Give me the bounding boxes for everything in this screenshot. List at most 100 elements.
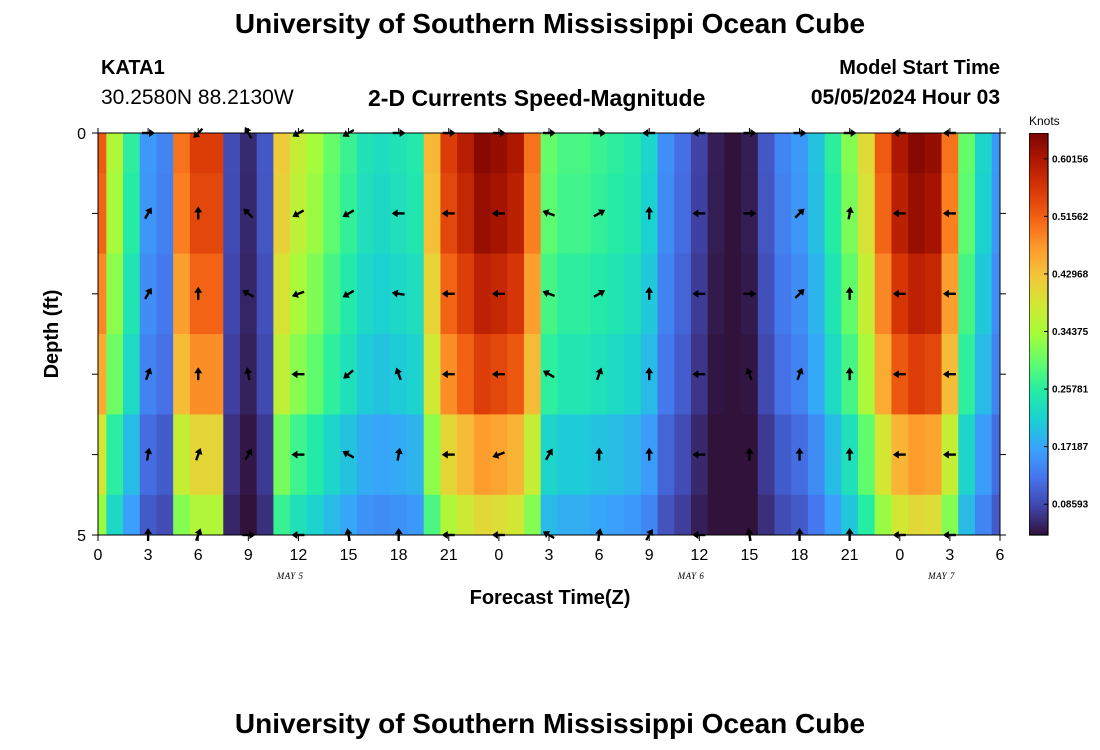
heatmap-cell bbox=[323, 414, 341, 496]
current-arrow bbox=[491, 209, 505, 218]
heatmap-cell bbox=[256, 253, 274, 335]
heatmap-cell bbox=[807, 494, 826, 535]
heatmap-cell bbox=[173, 253, 191, 335]
current-arrow bbox=[692, 370, 706, 379]
heatmap-cell bbox=[523, 173, 542, 255]
heatmap-cell bbox=[657, 253, 675, 335]
heatmap-cell bbox=[774, 133, 792, 174]
heatmap-cell bbox=[323, 133, 341, 174]
heatmap-cell bbox=[624, 494, 642, 535]
heatmap-cell bbox=[824, 334, 842, 415]
colorbar-tick-label: 0.17187 bbox=[1052, 442, 1089, 453]
heatmap-cell bbox=[473, 334, 492, 415]
current-arrow bbox=[645, 367, 654, 381]
x-tick-label: 0 bbox=[494, 547, 503, 564]
heatmap-cell bbox=[724, 494, 742, 535]
current-arrow bbox=[942, 289, 956, 298]
colorbar-ticks: 0.08593 0.17187 0.25781 0.34375 0.42968 0.515… bbox=[1044, 154, 1089, 511]
current-arrow bbox=[342, 209, 355, 218]
heatmap-cell bbox=[924, 253, 943, 335]
heatmap-cell bbox=[807, 133, 826, 174]
heatmap-cell bbox=[98, 334, 107, 415]
date-label: MAY 5 bbox=[276, 571, 304, 581]
current-arrow bbox=[441, 289, 455, 298]
heatmap-cell bbox=[557, 133, 575, 174]
date-label: MAY 7 bbox=[927, 571, 955, 581]
heatmap-cell bbox=[991, 334, 1000, 415]
heatmap-cell bbox=[473, 173, 492, 255]
heatmap-cell bbox=[490, 494, 508, 535]
current-arrow bbox=[845, 206, 854, 220]
current-arrow bbox=[593, 289, 606, 298]
current-arrow bbox=[743, 209, 757, 218]
heatmap-cell bbox=[657, 173, 675, 255]
heatmap-cell bbox=[123, 414, 141, 496]
x-tick-label: 18 bbox=[791, 547, 809, 564]
colorbar-tick-label: 0.25781 bbox=[1052, 385, 1089, 396]
heatmap-cell bbox=[757, 334, 776, 415]
current-arrow bbox=[194, 448, 203, 461]
heatmap bbox=[98, 133, 1000, 535]
heatmap-cell bbox=[423, 173, 442, 255]
heatmap-cell bbox=[390, 133, 408, 174]
footer-title: University of Southern Mississippi Ocean… bbox=[234, 708, 866, 739]
y-tick-label: 0 bbox=[77, 126, 86, 143]
current-arrow bbox=[645, 447, 654, 461]
heatmap-cell bbox=[473, 133, 492, 174]
date-label: MAY 6 bbox=[677, 571, 705, 581]
x-tick-label: 9 bbox=[645, 547, 654, 564]
heatmap-cell bbox=[173, 133, 191, 174]
heatmap-cell bbox=[273, 414, 291, 496]
heatmap-cell bbox=[523, 494, 542, 535]
heatmap-cell bbox=[457, 414, 475, 496]
current-arrow bbox=[892, 209, 906, 218]
heatmap-cell bbox=[256, 334, 274, 415]
heatmap-cell bbox=[523, 253, 542, 335]
current-arrow bbox=[645, 206, 654, 220]
heatmap-cell bbox=[557, 334, 575, 415]
heatmap-cell bbox=[991, 253, 1000, 335]
heatmap-cell bbox=[974, 414, 993, 496]
heatmap-cell bbox=[123, 173, 141, 255]
current-arrow bbox=[593, 209, 606, 218]
heatmap-cell bbox=[624, 133, 642, 174]
heatmap-cell bbox=[206, 133, 224, 174]
heatmap-cell bbox=[239, 133, 258, 174]
heatmap-cell bbox=[256, 173, 274, 255]
station-coordinates: 30.2580N 88.2130W bbox=[101, 86, 294, 109]
x-tick-label: 15 bbox=[340, 547, 358, 564]
heatmap-cell bbox=[707, 414, 725, 496]
heatmap-cell bbox=[407, 334, 425, 415]
heatmap-cell bbox=[674, 414, 692, 496]
heatmap-cell bbox=[356, 253, 375, 335]
heatmap-cell bbox=[507, 173, 525, 255]
current-arrow bbox=[692, 289, 706, 298]
heatmap-cell bbox=[707, 253, 725, 335]
heatmap-cell bbox=[824, 253, 842, 335]
heatmap-cell bbox=[874, 133, 893, 174]
heatmap-cell bbox=[407, 414, 425, 496]
heatmap-cell bbox=[991, 133, 1000, 174]
heatmap-cell bbox=[223, 173, 241, 255]
heatmap-cell bbox=[507, 414, 525, 496]
heatmap-cell bbox=[373, 173, 391, 255]
heatmap-cell bbox=[958, 414, 976, 496]
heatmap-cell bbox=[156, 173, 174, 255]
current-arrow bbox=[542, 209, 556, 217]
heatmap-cell bbox=[139, 494, 158, 535]
heatmap-cell bbox=[206, 414, 224, 496]
heatmap-cell bbox=[557, 414, 575, 496]
heatmap-cell bbox=[991, 173, 1000, 255]
current-arrow bbox=[244, 448, 253, 461]
current-arrow bbox=[942, 450, 956, 459]
heatmap-cell bbox=[223, 334, 241, 415]
current-arrow bbox=[144, 287, 153, 300]
heatmap-cell bbox=[457, 173, 475, 255]
heatmap-cell bbox=[774, 253, 792, 335]
heatmap-cell bbox=[690, 494, 709, 535]
heatmap-cell bbox=[657, 334, 675, 415]
x-axis: 0 3 6 9 12 15 18 21 0 3 6 9 12 15 18 21 0 3 6 MAY 5 MAY 6 MAY… bbox=[94, 128, 1005, 581]
heatmap-cell bbox=[824, 494, 842, 535]
heatmap-cell bbox=[356, 414, 375, 496]
heatmap-cell bbox=[540, 494, 558, 535]
